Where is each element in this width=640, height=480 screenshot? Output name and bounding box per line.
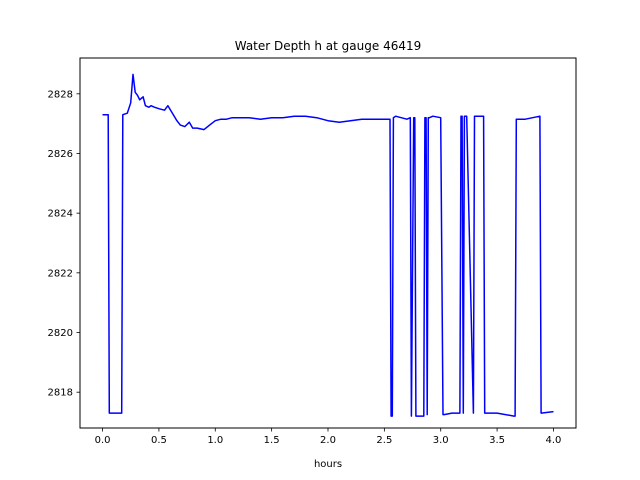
x-tick-label: 1.0 bbox=[207, 435, 223, 446]
y-tick-label: 2822 bbox=[48, 268, 73, 279]
y-tick-label: 2828 bbox=[48, 89, 73, 100]
y-tick-label: 2818 bbox=[48, 388, 73, 399]
y-tick-label: 2826 bbox=[48, 149, 73, 160]
x-tick-label: 3.0 bbox=[433, 435, 449, 446]
x-tick-label: 0.5 bbox=[151, 435, 167, 446]
series-line-0 bbox=[102, 73, 554, 417]
x-tick-label: 0.0 bbox=[95, 435, 111, 446]
y-tick-label: 2820 bbox=[48, 328, 73, 339]
x-tick-label: 1.5 bbox=[264, 435, 280, 446]
x-tick-label: 3.5 bbox=[489, 435, 505, 446]
axis-ticks: 0.0 0.5 1.0 1.5 2.0 2.5 3.0 3.5 4.0 2818 2820 2822 2… bbox=[48, 89, 562, 446]
x-axis-label: hours bbox=[314, 459, 342, 470]
x-tick-label: 2.5 bbox=[376, 435, 392, 446]
y-tick-label: 2824 bbox=[48, 209, 73, 220]
x-tick-label: 2.0 bbox=[320, 435, 336, 446]
plot-area bbox=[102, 73, 554, 417]
x-tick-label: 4.0 bbox=[546, 435, 562, 446]
chart-title: Water Depth h at gauge 46419 bbox=[235, 39, 422, 53]
